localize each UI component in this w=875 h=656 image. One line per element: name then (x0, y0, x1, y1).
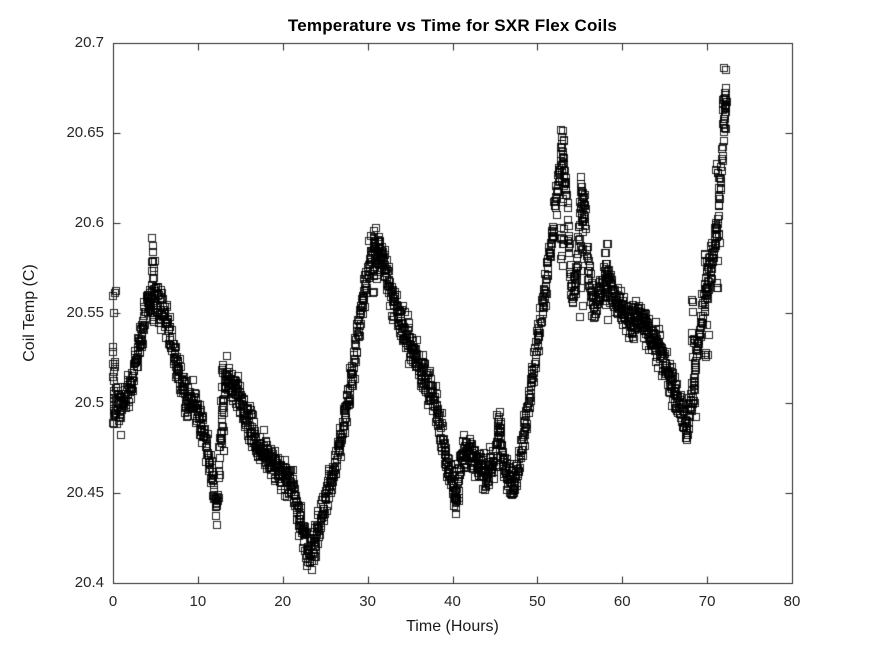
x-tick-label: 20 (274, 593, 292, 610)
y-tick-label: 20.6 (74, 214, 104, 231)
x-tick-label: 40 (444, 593, 461, 610)
x-tick-label: 30 (359, 593, 376, 610)
y-tick-label: 20.65 (66, 124, 104, 141)
x-tick-label: 0 (108, 593, 118, 610)
y-tick-label: 20.5 (74, 394, 104, 411)
x-tick-label: 60 (613, 593, 631, 610)
x-tick-label: 80 (783, 593, 801, 610)
x-axis-label: Time (Hours) (406, 618, 499, 635)
y-tick-label: 20.7 (74, 34, 104, 51)
x-tick-label: 50 (529, 593, 546, 610)
y-tick-label: 20.55 (66, 304, 104, 321)
y-tick-label: 20.45 (66, 484, 104, 501)
y-tick-label: 20.4 (74, 574, 104, 591)
x-tick-label: 70 (698, 593, 716, 610)
chart-title: Temperature vs Time for SXR Flex Coils (287, 16, 618, 35)
x-tick-label: 10 (189, 593, 207, 610)
